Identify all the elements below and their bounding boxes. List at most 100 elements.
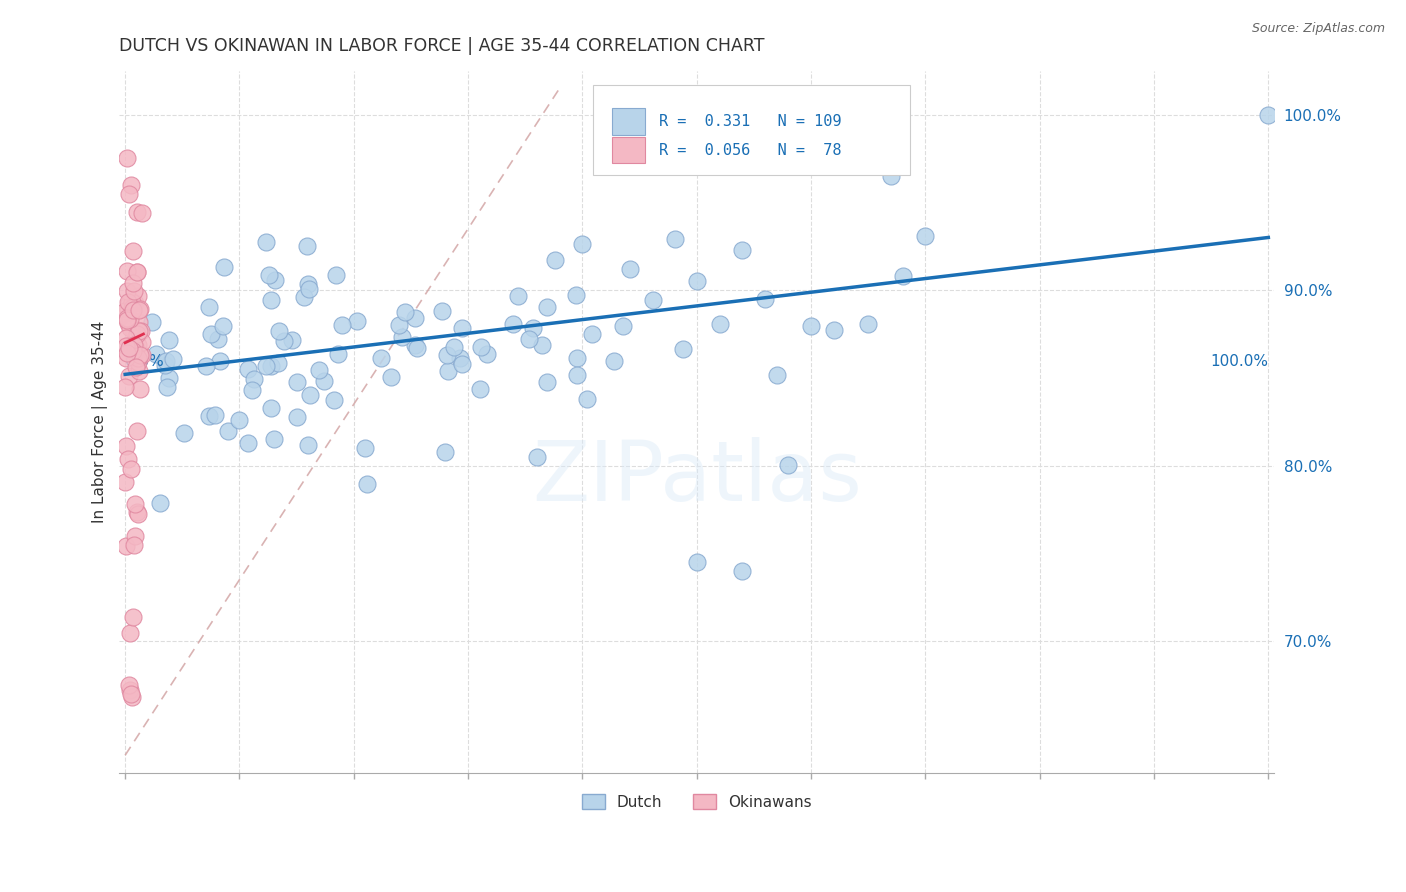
Point bbox=[114, 475, 136, 489]
Point bbox=[124, 529, 146, 543]
Point bbox=[257, 268, 280, 282]
Point bbox=[619, 261, 641, 276]
Point bbox=[565, 288, 588, 302]
Point bbox=[823, 323, 845, 337]
Point bbox=[263, 432, 285, 446]
Point bbox=[238, 436, 260, 450]
Point bbox=[260, 359, 283, 373]
Point bbox=[114, 331, 136, 345]
Point bbox=[880, 169, 903, 183]
Point bbox=[565, 351, 588, 365]
Point bbox=[125, 326, 148, 341]
FancyBboxPatch shape bbox=[593, 86, 910, 176]
Point bbox=[122, 284, 145, 298]
Point bbox=[602, 353, 624, 368]
Point bbox=[765, 368, 787, 382]
Point bbox=[117, 346, 139, 360]
Point bbox=[124, 359, 146, 374]
Text: R =  0.056   N =  78: R = 0.056 N = 78 bbox=[658, 143, 841, 158]
Point bbox=[162, 352, 184, 367]
Point bbox=[299, 388, 322, 402]
Point bbox=[117, 316, 139, 330]
Point bbox=[451, 357, 474, 371]
Point bbox=[121, 294, 143, 309]
Point bbox=[240, 383, 263, 397]
Point bbox=[778, 458, 800, 473]
Point bbox=[124, 497, 146, 511]
Point bbox=[128, 303, 150, 318]
Point bbox=[118, 626, 141, 640]
Point bbox=[204, 408, 226, 422]
Bar bbox=[613, 136, 645, 163]
Point bbox=[214, 260, 236, 275]
Point bbox=[117, 678, 139, 692]
Point bbox=[312, 374, 335, 388]
Bar bbox=[613, 108, 645, 135]
Point bbox=[128, 324, 150, 338]
Point bbox=[430, 304, 453, 318]
Point bbox=[391, 330, 413, 344]
Point bbox=[370, 351, 392, 365]
Point bbox=[536, 301, 558, 315]
Point bbox=[117, 295, 139, 310]
Point bbox=[404, 338, 426, 352]
Point bbox=[260, 401, 283, 415]
Point bbox=[122, 295, 145, 310]
Point bbox=[125, 265, 148, 279]
Point bbox=[530, 338, 553, 352]
Point bbox=[686, 274, 709, 288]
Point bbox=[122, 343, 145, 358]
Text: DUTCH VS OKINAWAN IN LABOR FORCE | AGE 35-44 CORRELATION CHART: DUTCH VS OKINAWAN IN LABOR FORCE | AGE 3… bbox=[120, 37, 765, 55]
Point bbox=[121, 244, 143, 258]
Point bbox=[449, 351, 471, 365]
Point bbox=[115, 311, 138, 326]
Point bbox=[571, 236, 593, 251]
Point bbox=[451, 320, 474, 334]
Point bbox=[292, 290, 315, 304]
Point bbox=[115, 351, 138, 366]
Point bbox=[263, 273, 285, 287]
Text: ZIPatlas: ZIPatlas bbox=[531, 437, 862, 518]
Point bbox=[125, 351, 148, 366]
Point bbox=[567, 368, 589, 382]
Legend: Dutch, Okinawans: Dutch, Okinawans bbox=[575, 788, 818, 815]
Point bbox=[124, 345, 146, 359]
Point bbox=[120, 178, 142, 192]
Point bbox=[114, 380, 136, 394]
Point bbox=[212, 319, 235, 334]
Point bbox=[285, 375, 308, 389]
Point bbox=[121, 690, 143, 705]
Point bbox=[153, 359, 176, 373]
Point bbox=[117, 186, 139, 201]
Point bbox=[127, 351, 149, 366]
Point bbox=[217, 424, 239, 438]
Point bbox=[664, 232, 686, 246]
Point bbox=[404, 310, 426, 325]
Point bbox=[121, 609, 143, 624]
Point bbox=[506, 289, 529, 303]
Point bbox=[121, 320, 143, 334]
Point bbox=[128, 314, 150, 328]
Point bbox=[388, 318, 411, 333]
Point bbox=[118, 338, 141, 352]
Point bbox=[273, 334, 295, 349]
Point bbox=[117, 313, 139, 327]
Point bbox=[295, 238, 318, 252]
Point bbox=[298, 281, 321, 295]
Point bbox=[354, 441, 377, 455]
Point bbox=[120, 312, 142, 326]
Point bbox=[129, 302, 152, 317]
Point bbox=[120, 321, 142, 335]
Point bbox=[118, 295, 141, 310]
Point bbox=[124, 295, 146, 310]
Point bbox=[120, 338, 142, 352]
Point bbox=[709, 317, 731, 331]
Point bbox=[131, 335, 153, 350]
Point bbox=[526, 450, 548, 464]
Point bbox=[576, 392, 599, 406]
Point bbox=[115, 285, 138, 299]
Point bbox=[121, 301, 143, 315]
Point bbox=[117, 152, 139, 166]
Point bbox=[436, 348, 458, 362]
Point bbox=[117, 342, 139, 356]
